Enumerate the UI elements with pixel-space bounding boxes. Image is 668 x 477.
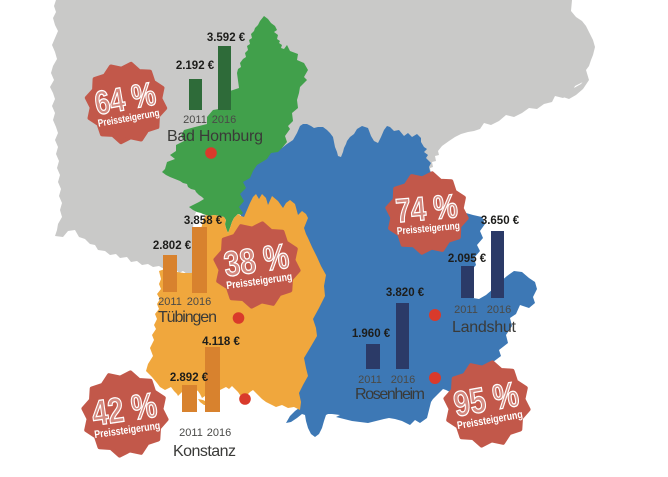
svg-text:1.960 €: 1.960 € [352,328,391,340]
svg-text:95 %: 95 % [451,375,522,425]
svg-text:Rosenheim: Rosenheim [355,386,425,403]
svg-text:3.650 €: 3.650 € [481,215,520,227]
svg-text:3.858 €: 3.858 € [184,215,223,227]
svg-text:38 %: 38 % [221,237,291,285]
svg-text:2.192 €: 2.192 € [176,60,215,72]
svg-text:Bad Homburg: Bad Homburg [167,128,263,145]
svg-text:2016: 2016 [207,427,231,439]
svg-text:2.095 €: 2.095 € [448,253,487,265]
svg-text:2016: 2016 [391,374,415,386]
svg-text:Tübingen: Tübingen [158,309,217,326]
svg-text:74 %: 74 % [394,188,459,230]
svg-text:2.892 €: 2.892 € [170,372,209,384]
svg-text:2016: 2016 [487,304,511,316]
svg-text:Landshut: Landshut [452,319,517,336]
svg-text:2011: 2011 [454,304,478,316]
svg-text:Preissteigerung: Preissteigerung [396,221,460,237]
svg-text:2011: 2011 [158,296,182,308]
svg-text:3.592 €: 3.592 € [207,32,246,44]
svg-text:2016: 2016 [212,114,236,126]
svg-text:Konstanz: Konstanz [173,443,236,460]
svg-text:2011: 2011 [179,427,203,439]
svg-text:3.820 €: 3.820 € [386,287,425,299]
svg-text:2011: 2011 [183,114,207,126]
svg-text:2016: 2016 [187,296,211,308]
svg-text:2.802 €: 2.802 € [153,240,192,252]
svg-text:2011: 2011 [358,374,382,386]
svg-text:42 %: 42 % [89,386,159,434]
svg-text:4.118 €: 4.118 € [202,336,240,348]
